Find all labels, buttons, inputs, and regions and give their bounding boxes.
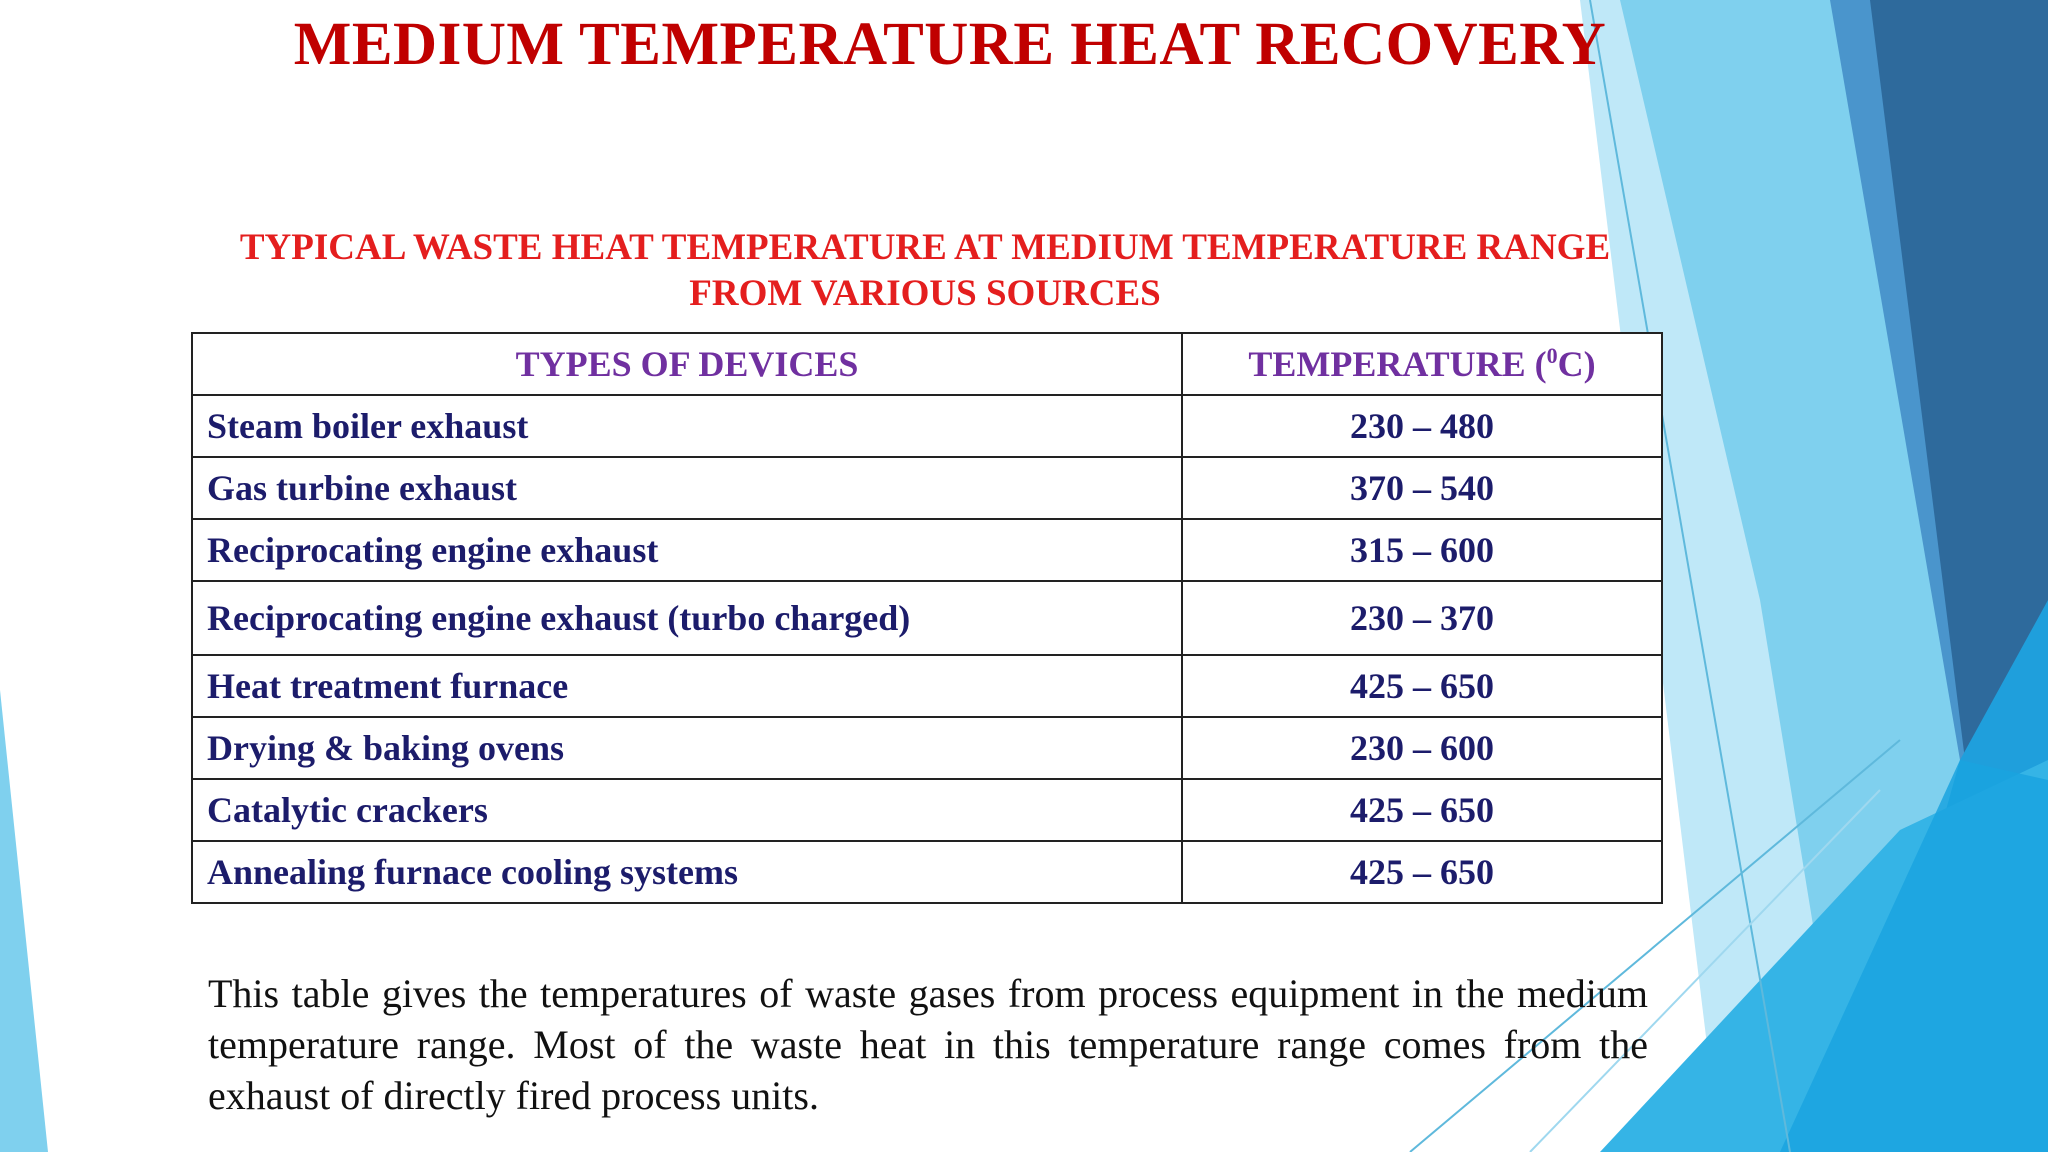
table-row: Reciprocating engine exhaust 315 – 600 [191, 518, 1663, 582]
right-facet-teal [1780, 760, 2048, 1152]
temperature-cell: 425 – 650 [1181, 778, 1663, 842]
table-heading-line-1: TYPICAL WASTE HEAT TEMPERATURE AT MEDIUM… [239, 227, 1611, 268]
waste-heat-table: TYPES OF DEVICES TEMPERATURE (0C) Steam … [191, 332, 1663, 904]
slide-title: MEDIUM TEMPERATURE HEAT RECOVERY [293, 11, 1607, 78]
table-heading: TYPICAL WASTE HEAT TEMPERATURE AT MEDIUM… [190, 225, 1660, 317]
temperature-cell: 315 – 600 [1181, 518, 1663, 582]
header-temp-prefix: TEMPERATURE ( [1248, 344, 1547, 384]
thin-line-3 [1529, 789, 1881, 1152]
table-row: Drying & baking ovens 230 – 600 [191, 716, 1663, 780]
temperature-cell: 425 – 650 [1181, 840, 1663, 904]
table-row: Annealing furnace cooling systems 425 – … [191, 840, 1663, 904]
device-cell: Gas turbine exhaust [191, 456, 1183, 520]
header-devices: TYPES OF DEVICES [191, 332, 1183, 396]
table-row: Gas turbine exhaust 370 – 540 [191, 456, 1663, 520]
right-facet-dark [1870, 0, 2048, 760]
thin-line-1 [1589, 0, 1791, 1152]
device-cell: Drying & baking ovens [191, 716, 1183, 780]
table-row: Steam boiler exhaust 230 – 480 [191, 394, 1663, 458]
header-temperature: TEMPERATURE (0C) [1181, 332, 1663, 396]
temperature-cell: 425 – 650 [1181, 654, 1663, 718]
thin-line-2 [1409, 739, 1901, 1152]
header-temp-suffix: C) [1557, 344, 1596, 384]
temperature-cell: 230 – 370 [1181, 580, 1663, 656]
temperature-cell: 230 – 480 [1181, 394, 1663, 458]
left-accent-shape [0, 690, 48, 1152]
temperature-cell: 370 – 540 [1181, 456, 1663, 520]
table-row: Catalytic crackers 425 – 650 [191, 778, 1663, 842]
device-cell: Reciprocating engine exhaust (turbo char… [191, 580, 1183, 656]
temperature-cell: 230 – 600 [1181, 716, 1663, 780]
device-cell: Heat treatment furnace [191, 654, 1183, 718]
description-paragraph: This table gives the temperatures of was… [208, 971, 1648, 1118]
device-cell: Annealing furnace cooling systems [191, 840, 1183, 904]
device-cell: Steam boiler exhaust [191, 394, 1183, 458]
header-temp-sup: 0 [1546, 343, 1558, 368]
table-heading-line-2: FROM VARIOUS SOURCES [689, 273, 1161, 314]
table-row: Reciprocating engine exhaust (turbo char… [191, 580, 1663, 656]
table-row: Heat treatment furnace 425 – 650 [191, 654, 1663, 718]
device-cell: Catalytic crackers [191, 778, 1183, 842]
table-header-row: TYPES OF DEVICES TEMPERATURE (0C) [191, 332, 1663, 396]
device-cell: Reciprocating engine exhaust [191, 518, 1183, 582]
